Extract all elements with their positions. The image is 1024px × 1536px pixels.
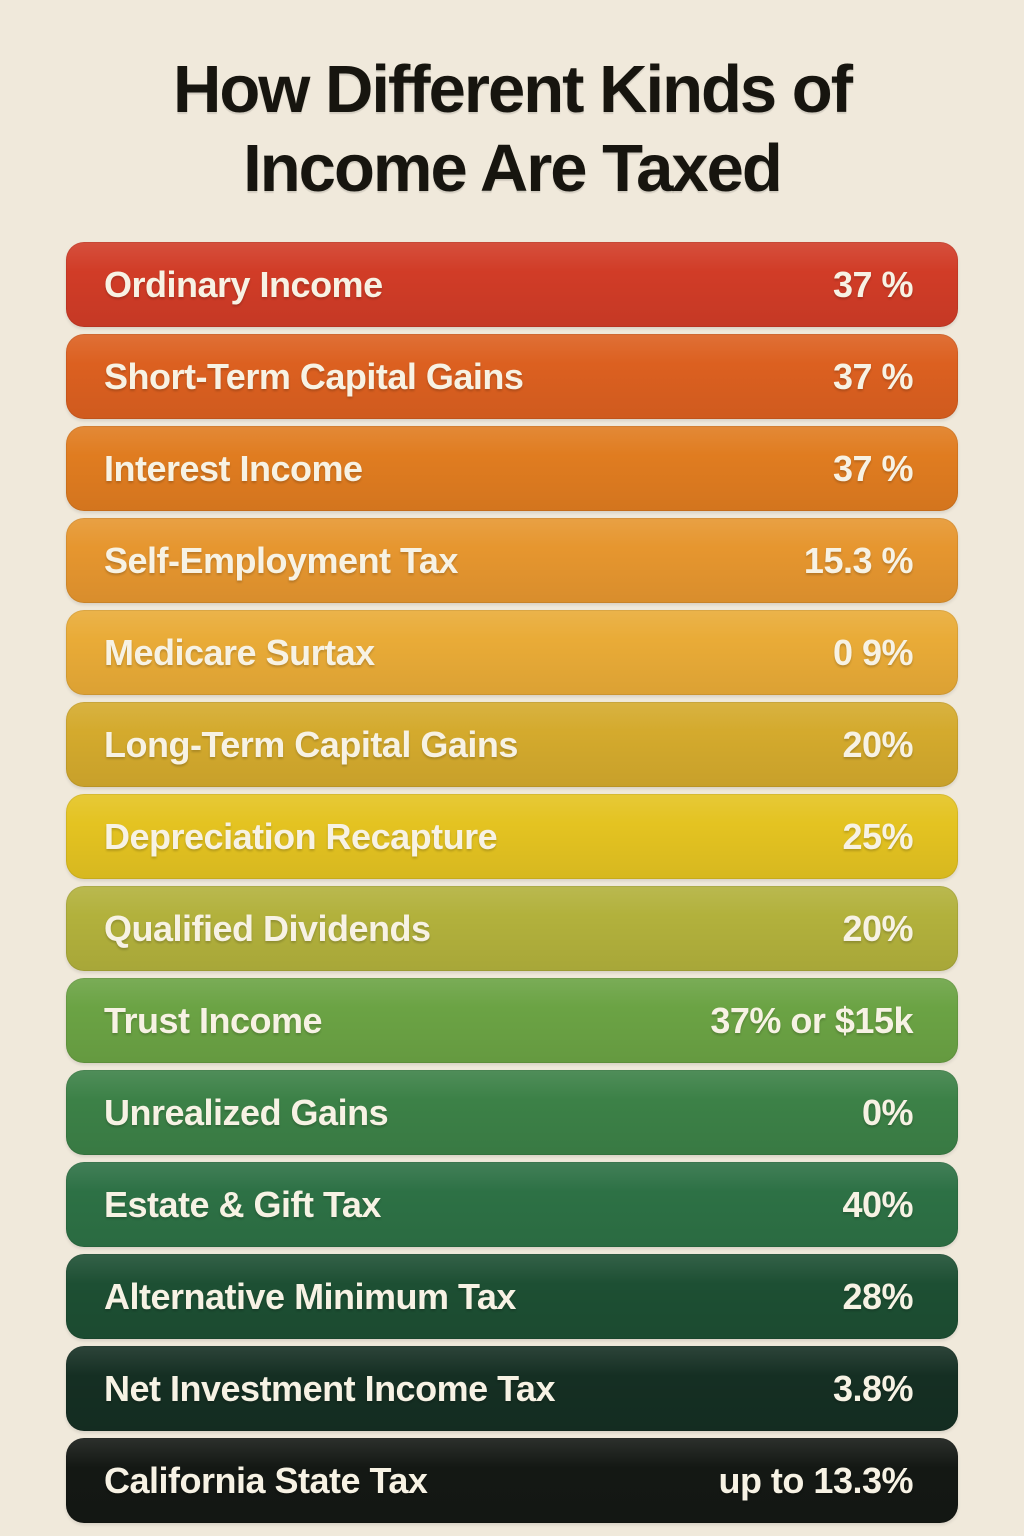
tax-row: Long-Term Capital Gains 20%	[66, 702, 958, 787]
income-type-label: Short-Term Capital Gains	[104, 355, 524, 397]
income-type-label: Interest Income	[104, 447, 363, 489]
tax-row: Trust Income 37% or $15k	[66, 978, 958, 1063]
tax-row: Short-Term Capital Gains 37 %	[66, 334, 958, 419]
income-type-label: Long-Term Capital Gains	[104, 723, 518, 765]
tax-rate-value: 20%	[842, 907, 913, 949]
tax-row: California State Tax up to 13.3%	[66, 1438, 958, 1523]
tax-row: Unrealized Gains 0%	[66, 1070, 958, 1155]
tax-rate-list: Ordinary Income 37 % Short-Term Capital Ga…	[66, 242, 958, 1523]
tax-row: Alternative Minimum Tax 28%	[66, 1254, 958, 1339]
tax-row: Ordinary Income 37 %	[66, 242, 958, 327]
tax-rate-value: 28%	[842, 1275, 913, 1317]
income-type-label: California State Tax	[104, 1459, 428, 1501]
tax-rate-value: 20%	[842, 723, 913, 765]
tax-rate-value: 15.3 %	[803, 539, 914, 581]
income-type-label: Net Investment Income Tax	[104, 1367, 555, 1409]
tax-rate-value: 37 %	[832, 447, 914, 489]
income-type-label: Self-Employment Tax	[104, 539, 458, 581]
tax-rate-value: 25%	[842, 815, 913, 857]
tax-rate-value: 37% or $15k	[710, 999, 913, 1041]
tax-row: Estate & Gift Tax 40%	[66, 1162, 958, 1247]
income-type-label: Trust Income	[104, 999, 323, 1041]
tax-row: Medicare Surtax 0 9%	[66, 610, 958, 695]
income-type-label: Qualified Dividends	[104, 907, 431, 949]
tax-rate-value: 37 %	[832, 263, 914, 305]
tax-rate-value: 3.8%	[832, 1367, 914, 1409]
tax-row: Net Investment Income Tax 3.8%	[66, 1346, 958, 1431]
tax-rate-value: 37 %	[832, 355, 914, 397]
title-line-1: How Different Kinds of	[172, 52, 853, 127]
income-type-label: Alternative Minimum Tax	[104, 1275, 516, 1317]
income-type-label: Medicare Surtax	[104, 631, 375, 673]
title-line-2: Income Are Taxed	[243, 131, 783, 206]
income-type-label: Depreciation Recapture	[104, 815, 498, 857]
tax-row: Qualified Dividends 20%	[66, 886, 958, 971]
tax-rate-value: 40%	[842, 1183, 913, 1225]
income-type-label: Estate & Gift Tax	[104, 1183, 381, 1225]
tax-row: Depreciation Recapture 25%	[66, 794, 958, 879]
tax-row: Interest Income 37 %	[66, 426, 958, 511]
tax-rate-value: 0%	[861, 1091, 914, 1133]
tax-rate-value: up to 13.3%	[718, 1459, 913, 1501]
page-title: How Different Kinds of Income Are Taxed	[0, 0, 1024, 208]
income-type-label: Ordinary Income	[104, 263, 383, 305]
income-type-label: Unrealized Gains	[104, 1091, 389, 1133]
tax-row: Self-Employment Tax 15.3 %	[66, 518, 958, 603]
tax-rate-value: 0 9%	[832, 631, 914, 673]
